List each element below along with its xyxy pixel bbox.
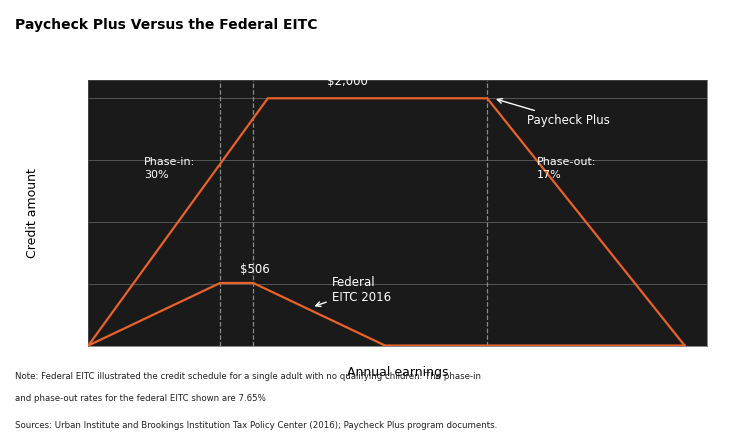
Text: $2,000: $2,000 [327,75,368,89]
Text: Phase-in:
30%: Phase-in: 30% [144,157,196,180]
Text: Paycheck Plus: Paycheck Plus [498,99,610,127]
Text: Federal
EITC 2016: Federal EITC 2016 [316,276,391,307]
Text: Paycheck Plus Versus the Federal EITC: Paycheck Plus Versus the Federal EITC [15,18,317,32]
Text: Phase-out:
17%: Phase-out: 17% [537,157,597,180]
Text: Note: Federal EITC illustrated the credit schedule for a single adult with no qu: Note: Federal EITC illustrated the credi… [15,372,481,381]
Y-axis label: Credit amount: Credit amount [26,168,39,257]
Text: and phase-out rates for the federal EITC shown are 7.65%: and phase-out rates for the federal EITC… [15,394,266,403]
Text: Sources: Urban Institute and Brookings Institution Tax Policy Center (2016); Pay: Sources: Urban Institute and Brookings I… [15,421,497,430]
Text: $506: $506 [240,263,269,276]
X-axis label: Annual earnings: Annual earnings [347,366,448,379]
